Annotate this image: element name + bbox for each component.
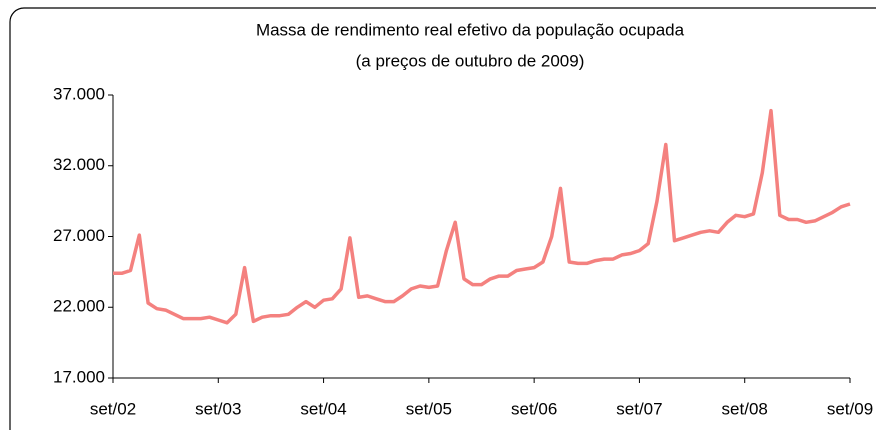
x-tick-label: set/07	[616, 399, 662, 418]
x-tick-label: set/04	[300, 399, 346, 418]
x-tick-label: set/06	[511, 399, 557, 418]
y-tick-label: 37.000	[53, 84, 105, 103]
chart-frame	[9, 7, 876, 430]
x-tick-label: set/03	[195, 399, 241, 418]
chart-title: Massa de rendimento real efetivo da popu…	[256, 20, 685, 39]
y-tick-label: 27.000	[53, 226, 105, 245]
x-tick-label: set/09	[827, 399, 873, 418]
y-tick-label: 32.000	[53, 155, 105, 174]
chart-subtitle: (a preços de outubro de 2009)	[356, 51, 585, 70]
x-tick-label: set/02	[90, 399, 136, 418]
x-tick-label: set/08	[722, 399, 768, 418]
y-tick-label: 22.000	[53, 297, 105, 316]
x-tick-label: set/05	[406, 399, 452, 418]
y-tick-label: 17.000	[53, 367, 105, 386]
data-line	[113, 108, 851, 325]
